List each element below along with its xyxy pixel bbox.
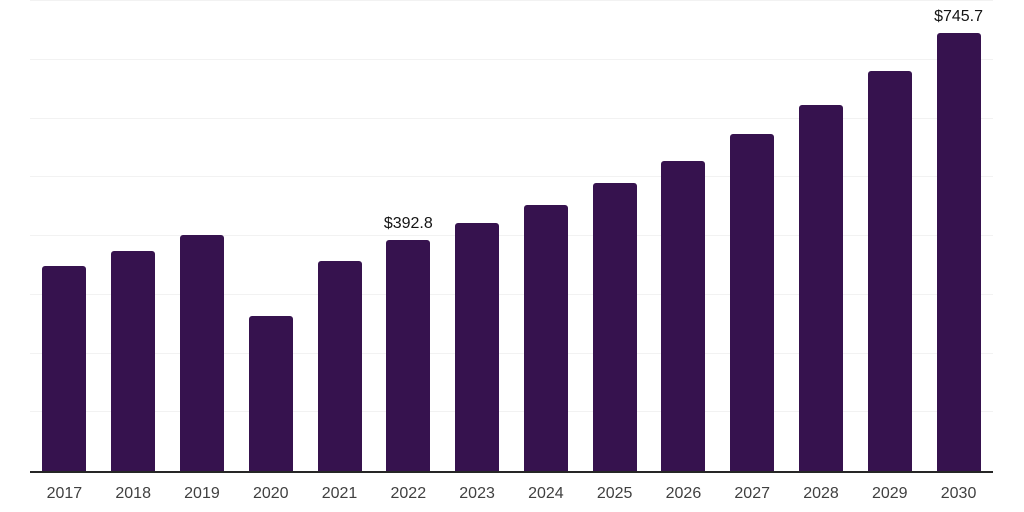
gridline-800 — [30, 0, 993, 1]
bar-2021 — [317, 261, 362, 471]
x-tick-label-2029: 2029 — [871, 485, 908, 502]
x-tick-label-2021: 2021 — [321, 485, 358, 502]
x-tick-label-2026: 2026 — [665, 485, 702, 502]
bar-2023 — [455, 222, 500, 471]
bar-slot-2023 — [443, 1, 512, 471]
bar-slot-2019 — [168, 1, 237, 471]
bar-2020 — [248, 315, 293, 471]
x-tick-label-2027: 2027 — [734, 485, 770, 502]
bar-value-label-2022: $392.8 — [383, 215, 433, 233]
plot-area: $392.8 $745.7 — [30, 0, 993, 473]
bar-slot-2025 — [580, 1, 649, 471]
x-tick-label-2022: 2022 — [390, 485, 427, 502]
bar-2025 — [592, 183, 637, 471]
bar-2026 — [661, 161, 706, 471]
bar-slot-2017 — [30, 1, 99, 471]
x-tick-label-2020: 2020 — [252, 485, 289, 502]
bar-slot-2020 — [236, 1, 305, 471]
bar-2024 — [523, 205, 568, 471]
x-tick-label-2024: 2024 — [528, 485, 564, 502]
bar-slot-2030: $745.7 — [924, 1, 993, 471]
bar-2029 — [867, 71, 912, 471]
bar-slot-2018 — [99, 1, 168, 471]
bar-value-label-2030: $745.7 — [934, 7, 984, 25]
bar-2027 — [730, 134, 775, 471]
x-tick-label-2025: 2025 — [596, 485, 633, 502]
bar-slot-2027 — [718, 1, 787, 471]
x-axis-labels: 2017 2018 2019 2020 2021 2022 2023 2024 2025 2026… — [30, 473, 993, 503]
x-tick-label-2019: 2019 — [184, 485, 220, 502]
bar-slot-2028 — [787, 1, 856, 471]
bar-2018 — [111, 251, 156, 471]
bars-row: $392.8 $745.7 — [30, 1, 993, 471]
x-tick-label-2017: 2017 — [46, 485, 83, 502]
gridline-600 — [30, 117, 993, 119]
bar-slot-2029 — [855, 1, 924, 471]
bar-slot-2021 — [305, 1, 374, 471]
bar-2030 — [936, 32, 981, 471]
gridline-300 — [30, 293, 993, 295]
gridline-100 — [30, 411, 993, 413]
bar-2028 — [798, 105, 843, 471]
gridline-700 — [30, 58, 993, 60]
bar-slot-2022: $392.8 — [374, 1, 443, 471]
bar-2019 — [179, 234, 224, 471]
bar-2022 — [386, 240, 431, 471]
bar-2017 — [42, 265, 87, 471]
gridline-400 — [30, 235, 993, 236]
bar-slot-2026 — [649, 1, 718, 471]
x-tick-label-2018: 2018 — [115, 485, 151, 502]
x-tick-label-2023: 2023 — [459, 485, 495, 502]
x-tick-label-2030: 2030 — [940, 485, 977, 502]
gridline-200 — [30, 352, 993, 354]
x-tick-label-2028: 2028 — [803, 485, 839, 502]
bar-slot-2024 — [511, 1, 580, 471]
gridline-500 — [30, 176, 993, 178]
